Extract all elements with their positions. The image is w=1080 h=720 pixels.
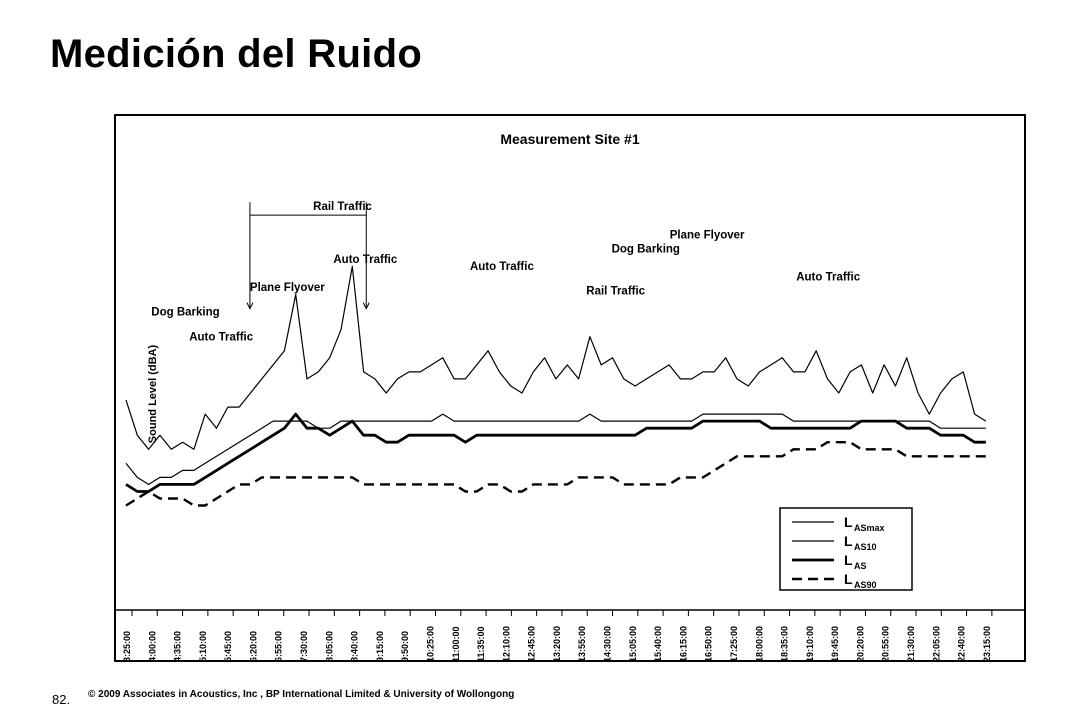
slide-title: Medición del Ruido bbox=[50, 32, 423, 76]
annotation-label: Plane Flyover bbox=[670, 229, 745, 241]
page-number: 82. bbox=[52, 692, 71, 707]
x-tick-label: 8:05:00 bbox=[324, 631, 334, 660]
x-tick-label: 17:25:00 bbox=[729, 626, 739, 660]
x-tick-label: 19:45:00 bbox=[830, 626, 840, 660]
annotation-label: Dog Barking bbox=[612, 243, 680, 255]
x-tick-label: 12:45:00 bbox=[527, 626, 537, 660]
x-tick-label: 4:00:00 bbox=[147, 631, 157, 660]
x-tick-label: 5:10:00 bbox=[198, 631, 208, 660]
annotation-label: Auto Traffic bbox=[189, 331, 253, 343]
annotation-layer: Dog Barking Auto Traffic Plane Flyover Auto… bbox=[151, 201, 860, 343]
chart-title: Measurement Site #1 bbox=[500, 131, 639, 147]
legend-subscript: AS90 bbox=[854, 580, 877, 590]
x-tick-label: 6:20:00 bbox=[248, 631, 258, 660]
x-tick-label: 8:40:00 bbox=[350, 631, 360, 660]
legend-label: L bbox=[844, 571, 853, 587]
series-line-as bbox=[125, 412, 986, 493]
x-tick-label: 9:50:00 bbox=[400, 631, 410, 660]
x-tick-label: 16:15:00 bbox=[678, 626, 688, 660]
x-tick-label: 6:55:00 bbox=[274, 631, 284, 660]
series-line-asmax bbox=[125, 265, 987, 450]
x-tick-label: 19:10:00 bbox=[805, 626, 815, 660]
annotation-label: Auto Traffic bbox=[470, 261, 534, 273]
annotation-label: Rail Traffic bbox=[586, 286, 645, 298]
x-tick-label: 22:05:00 bbox=[931, 626, 941, 660]
chart-frame: Measurement Site #1 Sound Level (dBA) 40… bbox=[114, 114, 1026, 662]
x-tick-label: 11:35:00 bbox=[476, 626, 486, 660]
x-axis: 3:25:00 4:00:00 4:35:00 5:10:00 5:45:00 6:20:… bbox=[116, 609, 1024, 660]
x-tick-label: 16:50:00 bbox=[704, 626, 714, 660]
noise-chart: Measurement Site #1 Sound Level (dBA) 40… bbox=[116, 131, 1024, 660]
annotation-label: Rail Traffic bbox=[313, 201, 372, 213]
x-tick-label: 9:15:00 bbox=[375, 631, 385, 660]
x-tick-label: 20:20:00 bbox=[855, 626, 865, 660]
annotation-label: Plane Flyover bbox=[250, 282, 325, 294]
x-tick-label: 21:30:00 bbox=[906, 626, 916, 660]
x-tick-label: 5:45:00 bbox=[223, 631, 233, 660]
x-tick-label: 18:35:00 bbox=[780, 626, 790, 660]
bracket-arrow-left bbox=[246, 302, 254, 310]
annotation-label: Auto Traffic bbox=[796, 271, 860, 283]
y-axis-label: Sound Level (dBA) bbox=[147, 344, 159, 443]
bracket-arrow-right bbox=[362, 302, 370, 310]
x-tick-label: 12:10:00 bbox=[501, 626, 511, 660]
x-tick-label: 7:30:00 bbox=[299, 631, 309, 660]
annotation-label: Dog Barking bbox=[151, 307, 219, 319]
copyright-footer: © 2009 Associates in Acoustics, Inc , BP… bbox=[88, 689, 515, 700]
legend-label: L bbox=[844, 533, 853, 549]
x-tick-label: 3:25:00 bbox=[122, 631, 132, 660]
x-tick-label: 23:15:00 bbox=[982, 626, 992, 660]
legend-subscript: ASmax bbox=[854, 523, 885, 533]
legend-label: L bbox=[844, 514, 853, 530]
x-tick-label: 14:30:00 bbox=[603, 626, 613, 660]
series-layer bbox=[125, 265, 987, 507]
series-line-as90 bbox=[125, 441, 986, 507]
x-tick-label: 18:00:00 bbox=[754, 626, 764, 660]
x-tick-label: 15:05:00 bbox=[628, 626, 638, 660]
x-tick-label: 11:00:00 bbox=[451, 626, 461, 660]
x-tick-label: 10:25:00 bbox=[425, 626, 435, 660]
legend-label: L bbox=[844, 552, 853, 568]
annotation-label: Auto Traffic bbox=[333, 254, 397, 266]
x-tick-label: 4:35:00 bbox=[173, 631, 183, 660]
x-tick-label: 20:55:00 bbox=[881, 626, 891, 660]
x-tick-label: 13:55:00 bbox=[577, 626, 587, 660]
x-tick-label: 13:20:00 bbox=[552, 626, 562, 660]
x-tick-label: 22:40:00 bbox=[957, 626, 967, 660]
series-line-as10 bbox=[125, 413, 986, 485]
x-tick-label: 15:40:00 bbox=[653, 626, 663, 660]
legend-subscript: AS bbox=[854, 561, 867, 571]
legend-subscript: AS10 bbox=[854, 542, 877, 552]
